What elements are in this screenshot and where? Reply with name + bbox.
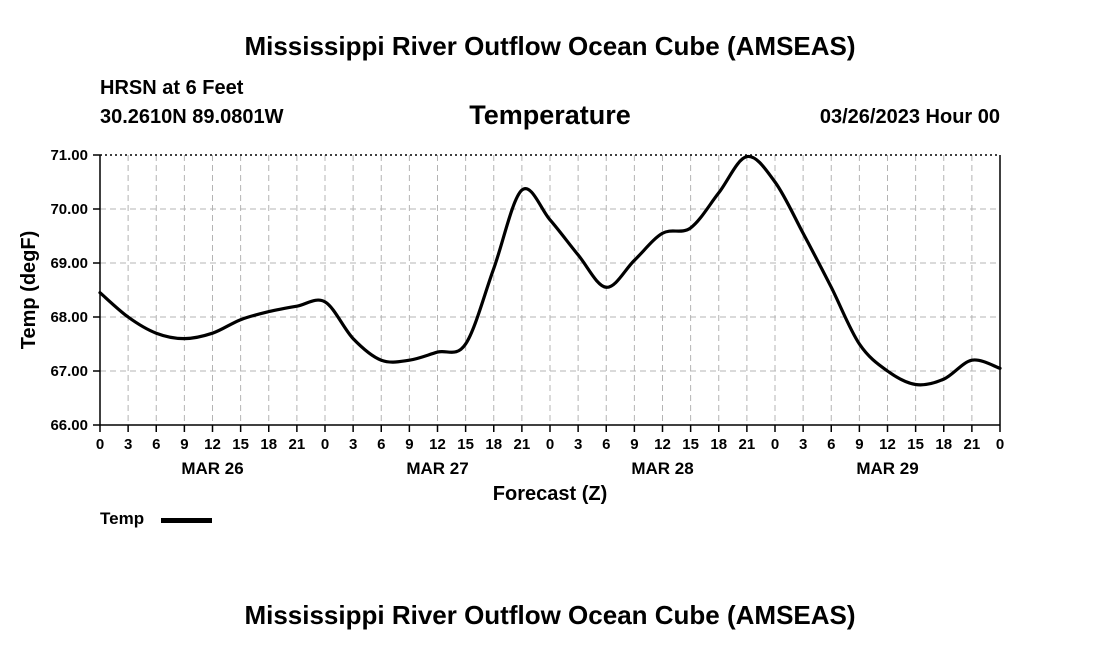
x-tick-label: 9 (180, 436, 188, 453)
x-tick-label: 9 (630, 436, 638, 453)
x-tick-label: 18 (935, 436, 952, 453)
x-tick-label: 6 (152, 436, 160, 453)
x-axis-label: Forecast (Z) (493, 483, 607, 505)
day-label: MAR 28 (631, 459, 693, 478)
x-tick-label: 3 (799, 436, 807, 453)
coordinates-label: 30.2610N 89.0801W (100, 106, 284, 128)
y-tick-label: 67.00 (50, 363, 88, 380)
x-tick-label: 15 (457, 436, 474, 453)
x-tick-label: 15 (232, 436, 249, 453)
y-tick-label: 70.00 (50, 201, 88, 218)
x-tick-label: 0 (96, 436, 104, 453)
x-tick-label: 18 (485, 436, 502, 453)
x-tick-label: 9 (405, 436, 413, 453)
x-tick-label: 3 (574, 436, 582, 453)
x-tick-label: 21 (739, 436, 756, 453)
x-tick-label: 15 (907, 436, 924, 453)
day-label: MAR 29 (856, 459, 918, 478)
x-tick-label: 15 (682, 436, 699, 453)
day-label: MAR 26 (181, 459, 243, 478)
y-tick-label: 66.00 (50, 417, 88, 434)
day-label: MAR 27 (406, 459, 468, 478)
footer-title: Mississippi River Outflow Ocean Cube (AM… (244, 600, 856, 630)
x-tick-label: 12 (204, 436, 221, 453)
x-tick-label: 21 (514, 436, 531, 453)
page-title: Mississippi River Outflow Ocean Cube (AM… (244, 31, 856, 61)
x-tick-label: 3 (124, 436, 132, 453)
x-tick-label: 0 (996, 436, 1004, 453)
x-tick-label: 12 (429, 436, 446, 453)
x-tick-label: 12 (879, 436, 896, 453)
series-line-temp (98, 154, 1002, 387)
y-axis-label: Temp (degF) (18, 231, 40, 350)
run-time-label: 03/26/2023 Hour 00 (819, 106, 1000, 128)
x-tick-label: 9 (855, 436, 863, 453)
chart-title: Temperature (469, 100, 631, 130)
legend-label: Temp (100, 509, 145, 528)
x-tick-label: 6 (602, 436, 610, 453)
x-tick-label: 21 (964, 436, 981, 453)
x-tick-label: 18 (260, 436, 277, 453)
x-tick-label: 0 (321, 436, 329, 453)
x-tick-label: 0 (771, 436, 779, 453)
x-tick-label: 6 (827, 436, 835, 453)
y-tick-label: 69.00 (50, 255, 88, 272)
x-tick-label: 18 (710, 436, 727, 453)
x-tick-label: 21 (289, 436, 306, 453)
y-tick-label: 71.00 (50, 147, 88, 164)
x-tick-label: 6 (377, 436, 385, 453)
legend-swatch (161, 518, 212, 523)
x-tick-label: 0 (546, 436, 554, 453)
x-tick-label: 3 (349, 436, 357, 453)
y-tick-label: 68.00 (50, 309, 88, 326)
station-label: HRSN at 6 Feet (100, 77, 244, 99)
x-tick-label: 12 (654, 436, 671, 453)
